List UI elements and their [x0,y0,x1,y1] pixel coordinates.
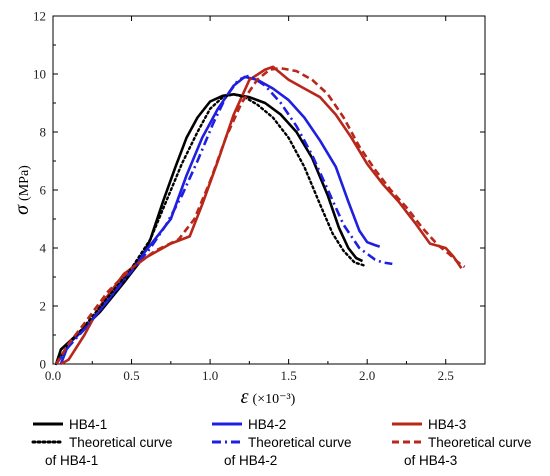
x-tick-label: 1.5 [281,368,297,383]
legend-label-2: HB4-2 [248,417,286,432]
y-tick-label: 12 [33,9,46,24]
series-line-6 [54,66,466,365]
legend-label-4: Theoretical curve of HB4-1 [45,435,173,468]
legend: HB4-1 HB4-2 HB4-3 Theoretical curve of HB4-1… [31,417,532,468]
y-tick-label: 0 [40,357,47,372]
y-tick-label: 4 [40,241,47,256]
y-tick-label: 6 [40,183,47,198]
x-axis-unit: (×10⁻³) [253,392,296,407]
series-line-5 [55,74,393,365]
x-tick-label: 2.0 [359,368,375,383]
legend-label-3: HB4-3 [428,417,466,432]
y-axis-symbol: σ [11,204,33,215]
x-axis-symbol: ε [241,386,249,408]
y-tick-label: 10 [33,67,46,82]
legend-label-1: HB4-1 [69,417,107,432]
y-axis-unit: (MPa) [17,165,32,201]
series-line-3 [60,65,463,366]
x-axis-label: ε (×10⁻³) [241,386,296,408]
series-line-4 [54,93,366,366]
x-tick-label: 0.5 [123,368,139,383]
x-tick-label: 1.0 [202,368,218,383]
legend-label-6: Theoretical curve of HB4-3 [404,435,532,468]
y-tick-label: 2 [40,299,47,314]
series-line-2 [59,75,381,365]
series-layer [54,65,466,366]
y-tick-label: 8 [40,125,47,140]
x-tick-label: 0.0 [45,368,61,383]
x-tick-label: 2.5 [438,368,454,383]
axis-ticks: 0.0 0.5 1.0 1.5 2.0 2.5 0 2 4 6 8 10 12 [33,9,485,383]
y-axis-label: σ (MPa) [11,165,33,215]
legend-label-5: Theoretical curve of HB4-2 [224,435,352,468]
